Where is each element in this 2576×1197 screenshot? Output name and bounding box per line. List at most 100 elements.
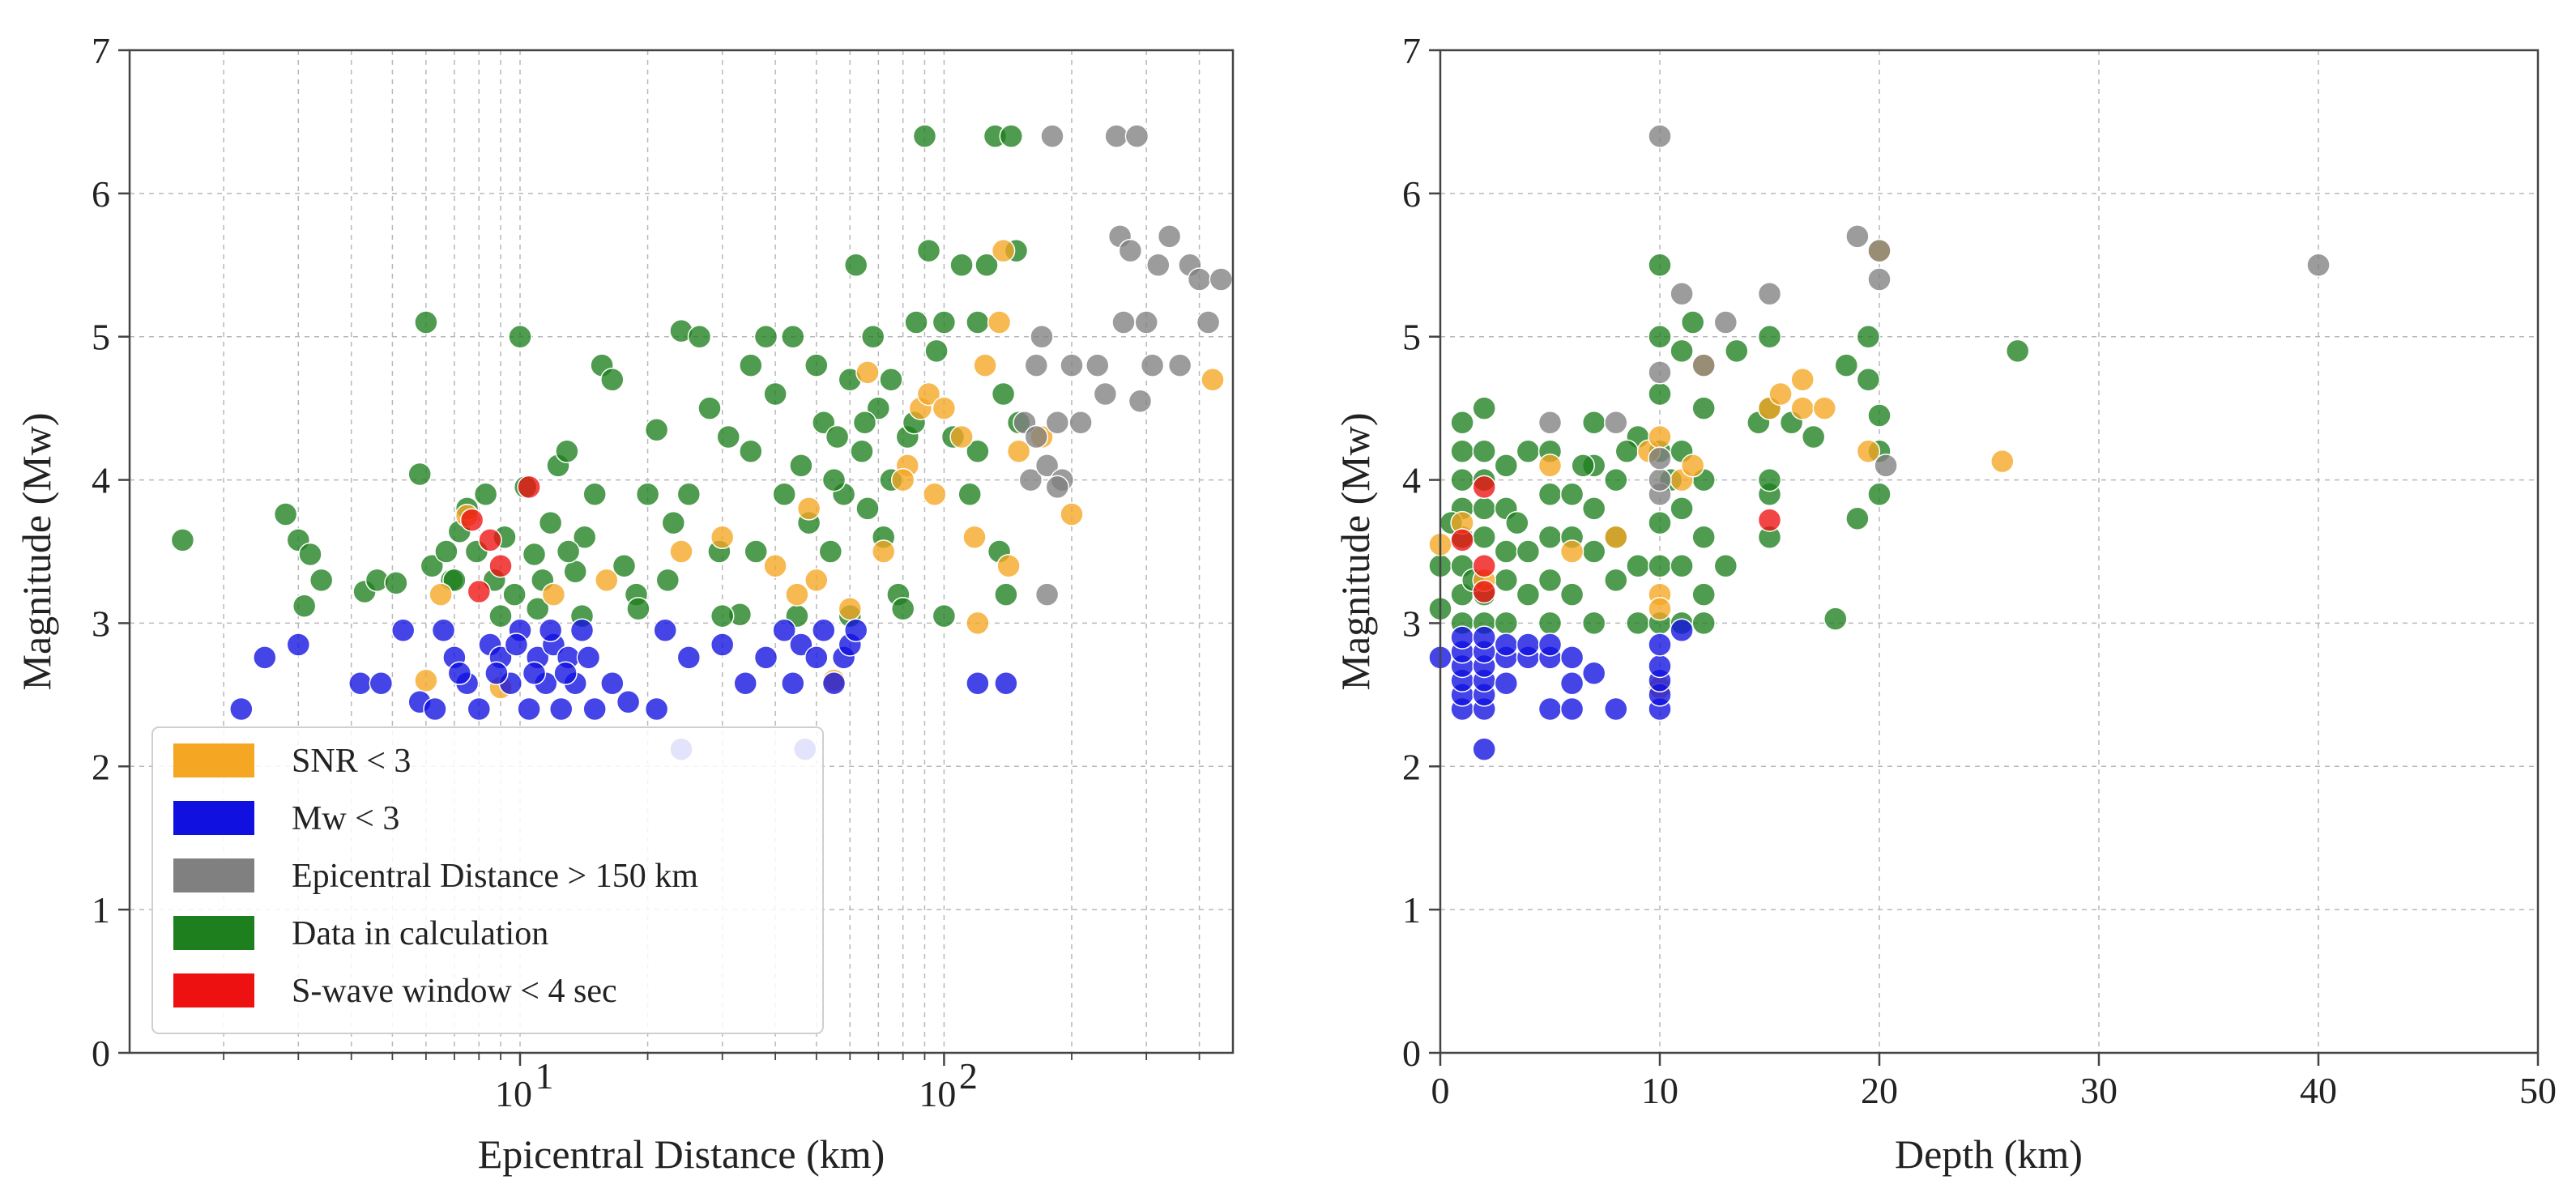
- right-point-dist: [1867, 238, 1891, 263]
- right-point-snr: [1680, 454, 1705, 478]
- right-ytick-label: 7: [1402, 30, 1421, 71]
- left-point-snr: [796, 496, 821, 521]
- right-point-data: [1713, 553, 1738, 578]
- legend-label-data: Data in calculation: [292, 915, 548, 952]
- right-point-dist: [1648, 446, 1672, 471]
- left-point-mw: [600, 671, 625, 696]
- left-point-mw: [423, 696, 447, 722]
- right-point-mw: [1537, 696, 1563, 722]
- left-point-data: [502, 582, 527, 607]
- left-point-mw: [676, 645, 702, 670]
- right-point-mw: [1494, 633, 1519, 657]
- right-point-data: [1648, 553, 1672, 578]
- left-point-mw: [821, 671, 847, 696]
- right-point-mw: [1604, 696, 1628, 722]
- right-point-data: [1472, 396, 1496, 420]
- right-point-data: [1725, 339, 1749, 364]
- left-xtick-label: 10: [495, 1073, 532, 1114]
- left-point-dist: [1140, 353, 1165, 377]
- right-xtick-label: 30: [2080, 1070, 2118, 1111]
- left-point-data: [612, 553, 637, 578]
- right-point-swave: [1472, 553, 1496, 578]
- legend-swatch-swave: [173, 973, 254, 1007]
- left-point-snr: [763, 553, 787, 578]
- left-point-snr: [669, 539, 693, 564]
- left-point-dist: [1068, 411, 1093, 435]
- left-point-snr: [804, 568, 829, 593]
- left-point-dist: [1118, 238, 1143, 263]
- right-point-data: [1516, 582, 1541, 607]
- left-point-data: [991, 381, 1016, 407]
- right-point-data: [1670, 553, 1694, 578]
- right-point-mw: [1559, 696, 1584, 722]
- left-point-data: [676, 482, 702, 507]
- left-point-mw: [538, 618, 563, 643]
- left-point-mw: [812, 618, 836, 643]
- right-point-mw: [1450, 625, 1474, 650]
- right-ytick-label: 2: [1402, 746, 1421, 787]
- right-point-data: [1626, 553, 1650, 578]
- left-point-snr: [541, 582, 566, 607]
- left-ylabel: Magnitude (Mw): [14, 413, 59, 691]
- left-point-data: [298, 542, 322, 567]
- right-point-dist: [1713, 310, 1738, 334]
- left-xtick-exponent: 2: [959, 1055, 978, 1097]
- right-xtick-label: 10: [1641, 1070, 1678, 1111]
- left-point-data: [789, 454, 813, 478]
- left-point-swave: [459, 508, 484, 532]
- left-point-mw: [994, 671, 1018, 696]
- right-point-data: [1516, 439, 1541, 463]
- left-point-mw: [966, 671, 990, 696]
- left-point-snr: [949, 424, 974, 449]
- right-point-data: [1856, 368, 1881, 392]
- right-ytick-label: 1: [1402, 889, 1421, 931]
- left-point-mw: [286, 633, 311, 657]
- legend-swatch-mw: [173, 801, 254, 835]
- left-point-mw: [548, 696, 574, 722]
- left-point-snr: [991, 238, 1016, 263]
- left-point-dist: [1111, 310, 1136, 334]
- right-point-data: [1450, 439, 1474, 463]
- legend: SNR < 3 Mw < 3 Epicentral Distance > 150…: [151, 726, 824, 1034]
- legend-label-snr: SNR < 3: [292, 743, 411, 780]
- left-point-dist: [1128, 389, 1153, 414]
- left-point-data: [273, 502, 298, 526]
- left-point-dist: [1034, 582, 1060, 607]
- left-point-data: [739, 439, 763, 463]
- right-ticks: 0 1 2 3 4 5 6 7 0 10 20 30 40 50: [1402, 30, 2557, 1111]
- right-point-dist: [1604, 411, 1628, 435]
- left-point-snr: [996, 553, 1021, 578]
- right-point-data: [1450, 411, 1474, 435]
- left-point-data: [697, 396, 722, 420]
- left-point-mw: [569, 618, 595, 643]
- left-point-data: [904, 310, 928, 334]
- left-point-snr: [890, 467, 915, 492]
- right-point-data: [1472, 496, 1496, 521]
- left-point-dist: [1085, 353, 1110, 377]
- left-ytick-label: 4: [92, 460, 110, 501]
- right-point-data: [1505, 510, 1529, 535]
- right-point-swave: [1450, 528, 1474, 552]
- right-point-data: [1581, 611, 1606, 636]
- left-point-data: [821, 467, 847, 492]
- left-point-mw: [781, 671, 805, 696]
- right-point-data: [1494, 539, 1519, 564]
- left-point-data: [655, 568, 680, 593]
- left-point-dist: [1018, 467, 1043, 492]
- left-point-data: [852, 411, 877, 435]
- left-point-data: [420, 553, 445, 578]
- left-point-mw: [843, 618, 868, 643]
- right-point-mw: [1581, 661, 1606, 686]
- left-point-data: [582, 482, 607, 507]
- left-point-mw: [553, 661, 578, 686]
- right-point-snr: [1856, 439, 1881, 463]
- right-point-mw: [1494, 671, 1519, 696]
- right-point-data: [1856, 324, 1881, 349]
- right-point-data: [1537, 482, 1563, 507]
- right-point-mw: [1559, 645, 1584, 670]
- left-point-mw: [616, 689, 641, 714]
- right-point-data: [1801, 424, 1826, 449]
- legend-swatch-dist: [173, 858, 254, 892]
- left-point-data: [879, 368, 903, 392]
- left-point-data: [414, 310, 438, 334]
